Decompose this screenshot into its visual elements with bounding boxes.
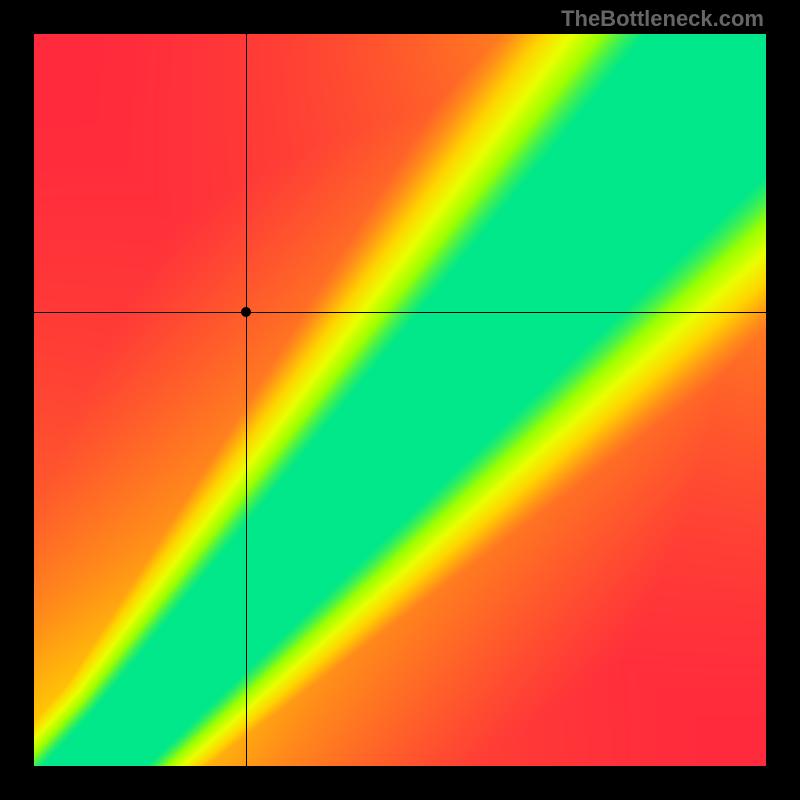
heatmap-plot bbox=[34, 34, 766, 766]
crosshair-horizontal bbox=[34, 312, 766, 313]
heatmap-canvas bbox=[34, 34, 766, 766]
crosshair-vertical bbox=[246, 34, 247, 766]
data-point-marker bbox=[241, 307, 251, 317]
watermark-text: TheBottleneck.com bbox=[561, 6, 764, 32]
